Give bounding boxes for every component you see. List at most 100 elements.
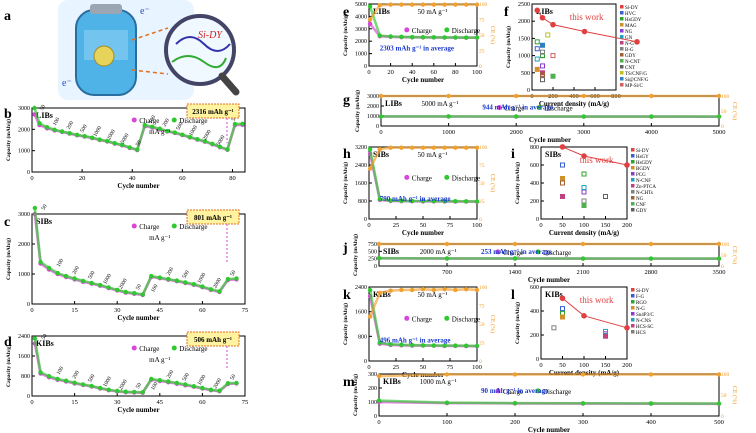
y-axis-label-c: Capacity (mAh/g) [5, 238, 12, 280]
reference-point-l [603, 333, 608, 339]
reference-point-f [534, 39, 540, 45]
legend-discharge-marker-c [171, 223, 177, 229]
legend-entry-f: GN [625, 36, 633, 41]
average-annotation-e: 2303 mAh g⁻¹ in average [380, 45, 454, 53]
rate-label-b: 2000 [106, 129, 117, 142]
plot-frame-b [31, 107, 246, 173]
test-rate-k: 50 mA g⁻¹ [418, 291, 448, 299]
rate-unit-c: mA g⁻¹ [149, 234, 170, 242]
x-tick-label-k: 0 [367, 364, 370, 371]
y-tick-label-l: 600 [530, 285, 539, 291]
legend-marker-f [620, 17, 624, 21]
rate-label-b: 100 [148, 114, 157, 124]
legend-marker-f [620, 23, 624, 27]
ce-series-line-e [369, 3, 477, 21]
legend-marker-f [620, 5, 624, 9]
average-annotation-m: 90 mAh g⁻¹ in average [481, 387, 548, 395]
rate-label-d: 1000 [102, 376, 113, 389]
reference-point-f [545, 32, 551, 38]
x-tick-label-d: 30 [114, 399, 121, 406]
si-dy-trend-line-i [562, 146, 628, 166]
y-tick-label-d: 800 [21, 374, 30, 380]
x-tick-label-e: 20 [387, 69, 394, 76]
x-tick-label-c: 30 [114, 307, 121, 314]
x-tick-label-b: 0 [30, 175, 33, 182]
panel-label-l: l [511, 288, 515, 303]
reference-point-f [534, 56, 540, 62]
legend-marker-i [631, 196, 635, 200]
y-tick-label-e: 2000 [355, 39, 367, 45]
chart-title-b: LIBs [36, 111, 53, 120]
panel-label-k: k [343, 288, 351, 303]
legend-marker-f [620, 59, 624, 63]
x-axis-label-m: Cycle number [528, 426, 570, 433]
legend-charge-marker-d [131, 345, 137, 351]
rate-label-d: 100 [150, 381, 159, 391]
rate-label-b: 5000 [120, 132, 131, 145]
y2-tick-label-k: 0 [479, 359, 482, 365]
legend-charge-marker-j [495, 249, 501, 255]
y-tick-label-f: 2500 [518, 2, 530, 8]
x-tick-label-b: 80 [229, 175, 236, 182]
legend-entry-l: Si-DY [636, 289, 649, 294]
legend-charge-marker-c [131, 223, 137, 229]
y2-tick-label-h: 75 [479, 163, 485, 169]
legend-charge-label-g: Charge [504, 105, 524, 113]
legend-entry-l: N-G [636, 307, 645, 312]
legend-marker-i [631, 154, 635, 158]
y2-tick-label-j: 100 [721, 242, 730, 248]
rate-label-d: 500 [87, 373, 96, 383]
average-annotation-j: 253 mAh g⁻¹ in average [481, 248, 552, 256]
x-tick-label-c: 60 [199, 307, 206, 314]
rate-label-c: 1000 [102, 273, 113, 286]
discharge-series-line-d [33, 338, 237, 394]
legend-entry-l: RGO [636, 301, 647, 306]
legend-entry-i: Si-DY [636, 149, 649, 154]
y-tick-label-j: 0 [374, 264, 377, 270]
y-tick-label-i: 200 [530, 199, 539, 205]
x-axis-label-c: Cycle number [117, 314, 159, 322]
x-tick-label-d: 15 [71, 399, 78, 406]
chart-title-g: LIBs [385, 99, 402, 108]
reference-point-f [540, 53, 545, 59]
legend-discharge-label-m: Discharge [543, 388, 571, 396]
reference-point-i [581, 171, 587, 177]
legend-discharge-marker-h [444, 174, 450, 180]
y-tick-label-f: 2000 [518, 19, 530, 25]
rate-label-d: 2000 [118, 379, 129, 392]
si-dy-trend-line-f [536, 10, 638, 43]
legend-entry-f: GDY [625, 54, 636, 59]
y-tick-label-c: 2000 [18, 242, 30, 248]
rate-label-c: 200 [166, 266, 175, 276]
y-tick-label-d: 1600 [18, 354, 30, 360]
legend-charge-label-h: Charge [412, 174, 432, 182]
y-tick-label-i: 600 [530, 163, 539, 169]
y-tick-label-d: 0 [27, 394, 30, 400]
panel-label-f: f [504, 5, 509, 20]
legend-charge-label-b: Charge [139, 117, 159, 125]
x-tick-label-g: 0 [379, 129, 382, 136]
discharge-series-line-h [368, 149, 478, 203]
rate-label-c: 100 [150, 283, 159, 293]
legend-marker-l [631, 300, 635, 304]
rate-label-b: 200 [162, 118, 171, 128]
legend-entry-f: B-G [625, 48, 634, 53]
x-tick-label-e: 80 [452, 69, 459, 76]
rate-label-c: 2000 [118, 278, 129, 291]
x-tick-label-g: 4000 [645, 129, 658, 136]
y2-tick-label-h: 100 [479, 145, 488, 151]
rate-unit-d: mA g⁻¹ [149, 356, 170, 364]
legend-marker-i [631, 184, 635, 188]
lithium-ion [93, 45, 115, 67]
x-tick-label-b: 20 [79, 175, 86, 182]
highlight-value-c: 801 mAh g⁻¹ [194, 214, 232, 222]
reference-point-i [581, 185, 587, 190]
y-axis-label-b: Capacity (mAh/g) [5, 119, 12, 161]
y-tick-label-h: 0 [364, 217, 367, 223]
ce-series-line-k [368, 287, 478, 318]
legend-entry-l: F-G [636, 295, 644, 300]
y2-tick-label-k: 50 [479, 322, 485, 328]
rate-label-c: 500 [87, 270, 96, 280]
reference-point-i [560, 180, 565, 186]
chart-title-l: KIBs [545, 290, 563, 299]
